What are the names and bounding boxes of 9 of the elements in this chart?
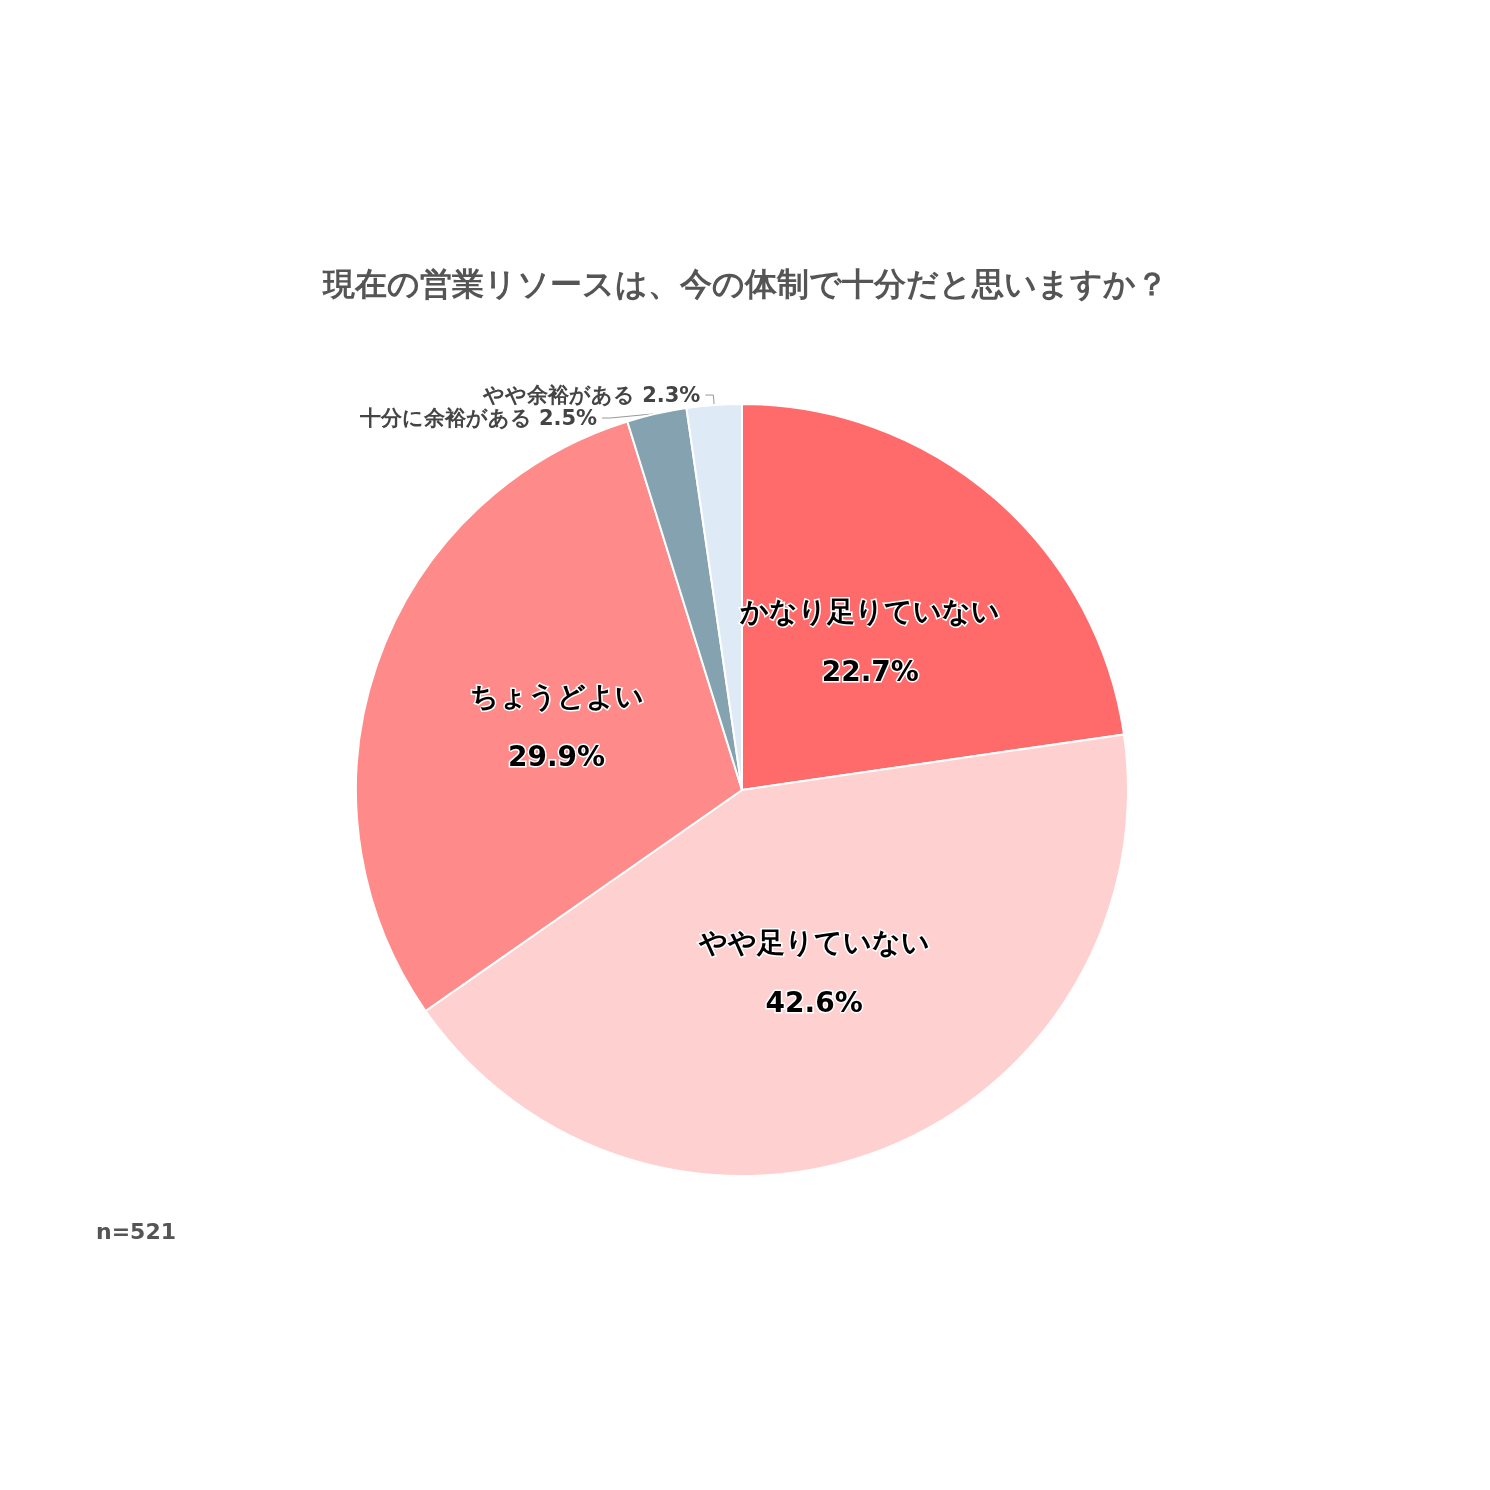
data-label: 42.6% [765,985,863,1019]
data-label: 22.7% [821,655,919,689]
text: n=521 [96,1218,177,1244]
slice-label: ちょうどよい [469,680,644,714]
slice-label: 十分に余裕がある 2.5% [358,406,598,431]
chart-title: 現在の営業リソースは、今の体制で十分だと思いますか？ [321,265,1168,303]
slice-label: やや余裕がある 2.3% [481,383,701,408]
slice-label: やや足りていない [697,925,930,959]
data-label: 29.9% [508,740,606,774]
